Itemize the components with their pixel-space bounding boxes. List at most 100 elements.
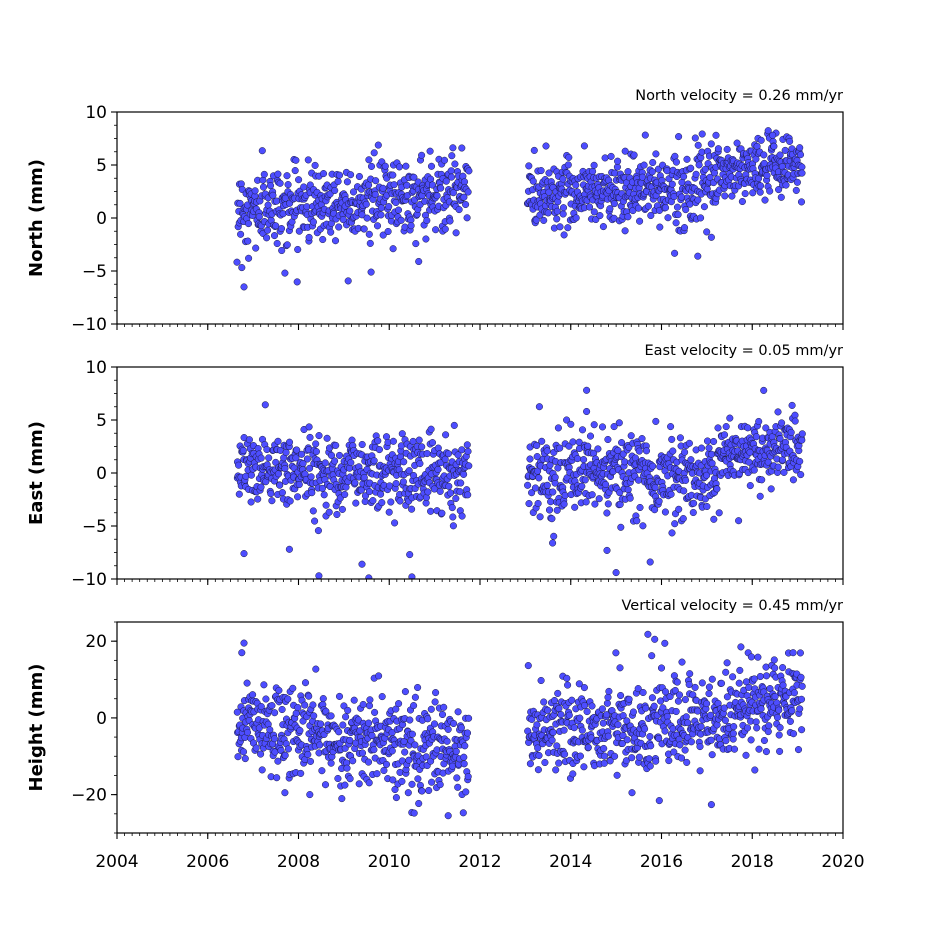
- east-data-point: [598, 423, 607, 431]
- east-data-point: [588, 491, 596, 499]
- north-data-point: [437, 184, 445, 192]
- north-data-point: [638, 173, 647, 181]
- north-y-tick-label: −5: [82, 262, 107, 282]
- north-data-point: [365, 156, 373, 164]
- north-data-point: [389, 245, 397, 253]
- north-data-point: [433, 192, 441, 200]
- height-data-point: [396, 768, 404, 776]
- height-data-point: [673, 678, 681, 686]
- height-data-point: [581, 701, 589, 709]
- east-data-point: [624, 486, 632, 494]
- height-data-point: [262, 695, 270, 703]
- east-data-point: [563, 416, 571, 424]
- north-data-point: [678, 193, 686, 201]
- x-tick-label: 2014: [549, 852, 592, 872]
- east-data-point: [444, 450, 452, 458]
- height-data-point: [440, 703, 448, 711]
- north-data-point: [452, 229, 460, 237]
- north-data-point: [448, 152, 456, 160]
- height-velocity-label: Vertical velocity = 0.45 mm/yr: [622, 598, 844, 614]
- height-data-point: [628, 754, 636, 762]
- height-data-point: [578, 726, 586, 734]
- east-outlier-point: [735, 517, 743, 525]
- north-data-point: [358, 211, 366, 219]
- height-data-point: [555, 759, 563, 767]
- east-data-point: [428, 439, 437, 447]
- north-data-point: [270, 232, 279, 240]
- height-data-point: [641, 725, 649, 733]
- height-data-point: [694, 707, 702, 715]
- east-data-point: [306, 464, 314, 472]
- height-data-point: [771, 664, 779, 672]
- north-data-point: [451, 160, 459, 168]
- north-data-point: [786, 137, 794, 145]
- east-outlier-point: [358, 560, 366, 568]
- height-data-point: [752, 718, 760, 726]
- east-outlier-point: [603, 546, 611, 554]
- height-data-point: [681, 746, 689, 754]
- height-data-point: [747, 736, 755, 744]
- height-data-point: [392, 705, 400, 713]
- north-outlier-point: [769, 131, 777, 139]
- north-data-point: [263, 226, 272, 234]
- east-data-point: [621, 458, 629, 466]
- height-data-point: [647, 742, 655, 750]
- height-data-point: [665, 757, 673, 765]
- height-data-point: [670, 748, 678, 756]
- height-data-point: [460, 753, 468, 761]
- north-outlier-point: [245, 254, 253, 262]
- north-data-point: [277, 225, 286, 233]
- north-data-point: [797, 198, 806, 206]
- height-data-point: [454, 783, 462, 791]
- east-data-point: [274, 437, 282, 445]
- north-data-point: [428, 181, 437, 189]
- height-data-point: [270, 735, 278, 743]
- height-data-point: [428, 778, 436, 786]
- height-data-point: [234, 753, 242, 761]
- height-outlier-point: [240, 639, 248, 647]
- north-data-point: [377, 204, 385, 212]
- height-data-point: [730, 723, 738, 731]
- height-data-point: [389, 776, 397, 784]
- north-data-point: [601, 154, 609, 162]
- north-data-point: [365, 230, 373, 238]
- height-data-point: [747, 653, 755, 661]
- north-data-point: [640, 161, 648, 169]
- height-data-point: [588, 702, 596, 710]
- north-data-point: [668, 180, 676, 188]
- east-data-point: [549, 488, 557, 496]
- east-data-point: [460, 470, 468, 478]
- panel-height: 20 0 −20 2004 2006 2008 2010 2012 2014 2016 2018 20…: [26, 598, 865, 872]
- east-points: [233, 386, 806, 579]
- height-data-point: [685, 680, 693, 689]
- height-data-point: [612, 649, 620, 657]
- north-data-point: [532, 216, 540, 224]
- east-data-point: [281, 464, 289, 473]
- height-data-point: [365, 779, 373, 787]
- height-data-point: [753, 724, 761, 732]
- north-data-point: [305, 233, 313, 241]
- east-data-point: [392, 480, 400, 488]
- north-data-point: [537, 167, 545, 175]
- north-data-point: [697, 214, 705, 222]
- height-data-point: [776, 724, 784, 732]
- east-data-point: [767, 485, 775, 493]
- east-data-point: [286, 497, 294, 505]
- north-data-point: [714, 145, 722, 153]
- height-data-point: [368, 731, 376, 740]
- north-outlier-point: [240, 283, 248, 291]
- height-data-point: [284, 745, 292, 753]
- east-data-point: [322, 501, 330, 509]
- height-data-point: [310, 712, 318, 720]
- height-data-point: [268, 702, 276, 710]
- height-data-point: [378, 693, 386, 701]
- east-data-point: [626, 494, 634, 502]
- east-data-point: [714, 424, 722, 432]
- panels: 10 5 0 −5 −10 North velocity = 0.26 mm/yr Nort…: [26, 88, 865, 872]
- east-data-point: [307, 473, 315, 481]
- height-data-point: [798, 682, 806, 690]
- height-data-point: [789, 730, 798, 738]
- east-y-tick-label: −10: [71, 570, 107, 590]
- north-data-point: [590, 161, 598, 169]
